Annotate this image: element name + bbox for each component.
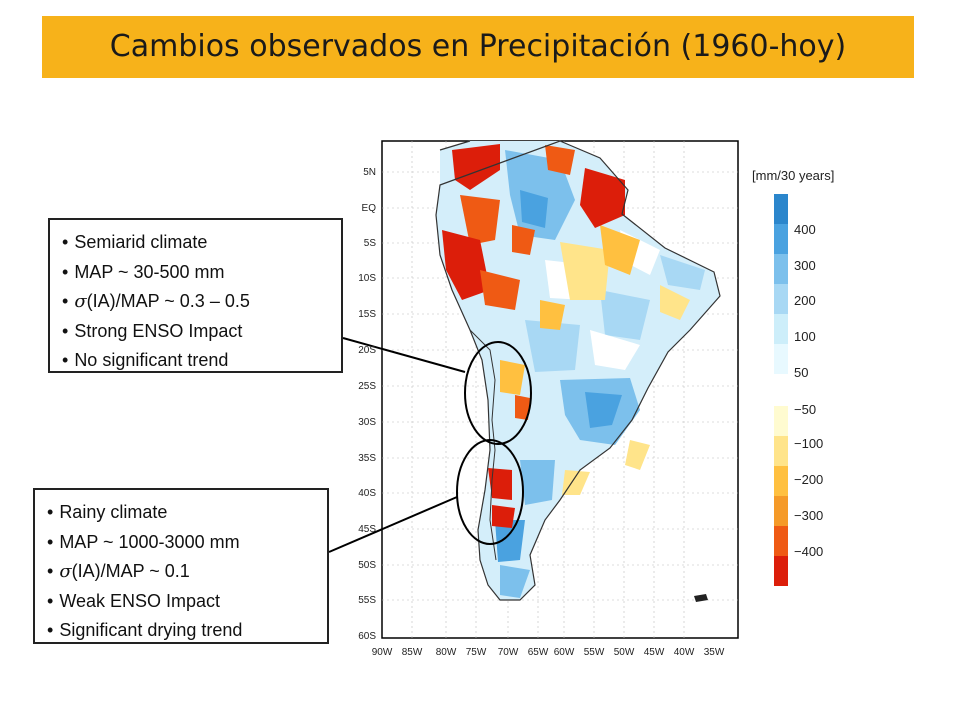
legend-label: 200 <box>794 293 816 308</box>
legend-label: 50 <box>794 365 808 380</box>
rainy-info-box: Rainy climate MAP ~ 1000-3000 mm σ(IA)/M… <box>33 488 329 644</box>
wetting-patches <box>495 150 705 598</box>
legend-swatch <box>774 526 788 556</box>
legend-swatch <box>774 466 788 496</box>
page-title: Cambios observados en Precipitación (196… <box>109 29 847 64</box>
legend-label: −400 <box>794 544 823 559</box>
lat-label: 5S <box>364 238 377 249</box>
lat-label: 45S <box>358 524 376 535</box>
lon-label: 85W <box>402 647 423 658</box>
info-item: Semiarid climate <box>62 228 331 258</box>
info-item: Significant drying trend <box>47 616 317 646</box>
sigma-symbol: σ <box>59 561 72 582</box>
legend-swatch <box>774 224 788 254</box>
sigma-symbol: σ <box>74 291 87 312</box>
lon-label: 50W <box>614 647 635 658</box>
lon-label: 75W <box>466 647 487 658</box>
latitude-labels: 5N EQ 5S 10S 15S 20S 25S 30S 35S 40S 45S… <box>358 167 376 642</box>
lon-label: 65W <box>528 647 549 658</box>
legend-label: −50 <box>794 402 816 417</box>
lat-label: 35S <box>358 453 376 464</box>
lat-label: 25S <box>358 381 376 392</box>
legend-label: −100 <box>794 436 823 451</box>
lon-label: 35W <box>704 647 725 658</box>
info-item: Weak ENSO Impact <box>47 587 317 617</box>
falkland-islands <box>694 594 708 602</box>
lat-label: 20S <box>358 345 376 356</box>
strong-drying-patches <box>442 144 625 528</box>
lon-label: 40W <box>674 647 695 658</box>
semiarid-connector <box>342 337 466 373</box>
legend-swatch <box>774 406 788 436</box>
lat-label: 40S <box>358 488 376 499</box>
legend-swatch <box>774 284 788 314</box>
legend-positive-swatches <box>774 194 788 374</box>
legend-label: −300 <box>794 508 823 523</box>
info-item: Strong ENSO Impact <box>62 317 331 347</box>
lat-label: 10S <box>358 273 376 284</box>
legend-swatch <box>774 496 788 526</box>
legend-negative-swatches <box>774 406 788 586</box>
lon-label: 55W <box>584 647 605 658</box>
info-item-text: (IA)/MAP ~ 0.3 – 0.5 <box>86 291 250 311</box>
legend-label: −200 <box>794 472 823 487</box>
lat-label: 50S <box>358 560 376 571</box>
legend-swatch <box>774 436 788 466</box>
legend-swatch <box>774 344 788 374</box>
info-item: MAP ~ 30-500 mm <box>62 258 331 288</box>
lat-label: 30S <box>358 417 376 428</box>
lon-label: 70W <box>498 647 519 658</box>
legend-label: 100 <box>794 329 816 344</box>
legend-label: 300 <box>794 258 816 273</box>
title-banner: Cambios observados en Precipitación (196… <box>42 16 914 78</box>
info-item: Rainy climate <box>47 498 317 528</box>
lon-label: 60W <box>554 647 575 658</box>
legend-swatch <box>774 194 788 224</box>
lat-label: 60S <box>358 631 376 642</box>
coastline <box>435 140 721 601</box>
andes-border <box>469 329 497 561</box>
drying-patches <box>500 225 690 495</box>
lat-label: 5N <box>363 167 376 178</box>
legend-swatch <box>774 556 788 586</box>
legend-label: 400 <box>794 222 816 237</box>
legend-swatch <box>774 254 788 284</box>
info-item-text: (IA)/MAP ~ 0.1 <box>71 561 190 581</box>
info-item: σ(IA)/MAP ~ 0.1 <box>47 557 317 587</box>
semiarid-info-box: Semiarid climate MAP ~ 30-500 mm σ(IA)/M… <box>48 218 343 373</box>
lon-label: 90W <box>372 647 393 658</box>
legend-swatch <box>774 314 788 344</box>
info-item: σ(IA)/MAP ~ 0.3 – 0.5 <box>62 287 331 317</box>
lat-label: 55S <box>358 595 376 606</box>
rainy-connector <box>328 496 458 553</box>
lon-label: 45W <box>644 647 665 658</box>
info-item: MAP ~ 1000-3000 mm <box>47 528 317 558</box>
lat-label: EQ <box>362 203 377 214</box>
longitude-labels: 90W 85W 80W 75W 70W 65W 60W 55W 50W 45W … <box>372 647 725 658</box>
lon-label: 80W <box>436 647 457 658</box>
lat-label: 15S <box>358 309 376 320</box>
semiarid-region-ellipse <box>464 341 532 445</box>
legend-unit: [mm/30 years] <box>752 168 834 183</box>
color-legend: [mm/30 years] 400 300 200 100 50 −50 −10… <box>752 168 834 586</box>
rainy-region-ellipse <box>456 439 524 545</box>
info-item: No significant trend <box>62 346 331 376</box>
